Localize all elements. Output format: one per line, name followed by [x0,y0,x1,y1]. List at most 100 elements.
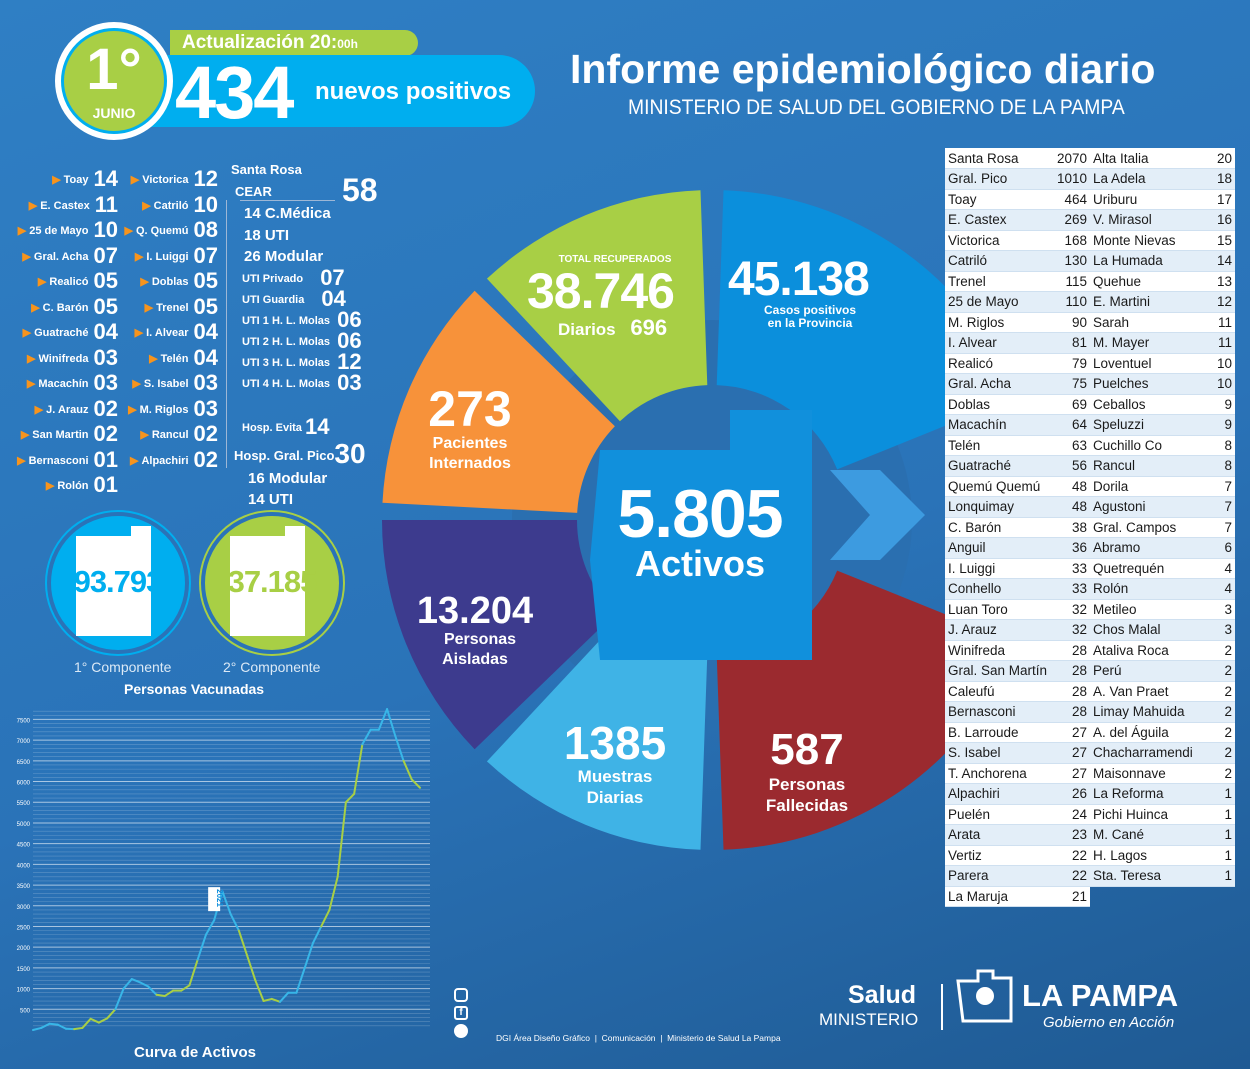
line-segment [139,981,150,988]
case-count: 4 [1210,558,1235,579]
case-count: 23 [1052,824,1090,846]
line-segment [311,925,323,945]
samples-segment [486,618,708,850]
table-row: S. Isabel 27 [945,742,1090,764]
place-name: Agustoni [1090,496,1211,518]
case-count: 3 [1210,599,1235,620]
table-row: Gral. San Martín 28 [945,660,1090,682]
place-name: I. Luiggi [945,558,1053,579]
case-count: 1 [1210,865,1235,887]
case-count: 15 [1210,230,1235,251]
table-row: Abramo 6 [1090,537,1235,559]
table-row: M. Mayer 11 [1090,332,1235,354]
table-row: Agustoni 7 [1090,496,1235,518]
case-count: 2 [1210,701,1235,723]
annotation-box [208,887,221,912]
cear-total: 58 [342,172,378,208]
case-count: 32 [1052,619,1090,641]
gobierno-logo: Gobierno en Acción [1043,1014,1175,1031]
place-name: Puelches [1090,373,1211,395]
district-item: ▶ Doblas 05 [140,268,218,293]
arrow-icon: ▶ [149,352,158,365]
district-item: ▶ S. Isabel 03 [132,370,218,395]
place-name: Loventuel [1090,353,1211,374]
line-segment [56,1023,67,1030]
hosp-pico: Hosp. Gral. Pico30 [234,438,366,469]
place-name: M. Cané [1090,824,1211,846]
table-row: Monte Nievas 15 [1090,230,1235,251]
table-row: M. Riglos 90 [945,312,1090,333]
place-name: La Reforma [1090,783,1211,805]
vaccine-second-label: 2° Componente [223,659,321,675]
table-row: Metileo 3 [1090,599,1235,620]
twitter-icon[interactable] [454,1024,468,1038]
district-item: ▶ I. Alvear 04 [134,319,218,344]
district-item: ▶ San Martin 02 [20,421,118,446]
cases-table-right: Alta Italia 20 La Adela 18 Uriburu 17 V. Miras… [1090,148,1235,887]
arrow-icon: ▶ [124,225,133,237]
cear-items: 14 C.Médica 18 UTI 26 Modular [244,203,331,268]
table-row: Quehue 13 [1090,271,1235,292]
table-row: Rolón 4 [1090,578,1235,600]
arrow-icon: ▶ [130,174,140,186]
district-item: ▶ Rolón 01 [45,472,118,497]
arrow-icon: ▶ [37,276,47,288]
place-name: La Adela [1090,168,1211,190]
place-name: Trenel [945,271,1053,292]
page-title: Informe epidemiológico diario [570,46,1156,92]
place-name: Realicó [945,353,1053,374]
case-count: 28 [1052,681,1090,702]
case-count: 14 [1210,250,1235,272]
place-name: Telén [945,435,1053,456]
district-item: ▶ Rancul 02 [140,421,218,446]
line-segment [303,942,314,969]
place-name: Santa Rosa [945,148,1053,169]
case-count: 81 [1052,332,1090,354]
new-cases-count: 434 [175,51,294,134]
arrow-icon: ▶ [140,276,149,288]
case-count: 2 [1210,660,1235,682]
recovered-segment [486,190,708,422]
arrow-icon: ▶ [134,250,144,263]
table-row: Puelches 10 [1090,373,1235,395]
new-cases-label: nuevos positivos [315,78,512,105]
recovered-label: TOTAL RECUPERADOS [558,254,672,265]
line-segment [394,734,405,762]
district-item: ▶ 25 de Mayo 10 [17,217,118,242]
instagram-icon[interactable] [454,988,468,1002]
case-count: 28 [1052,701,1090,723]
isolated-segment [382,520,615,750]
uti-item: UTI Privado 07 [242,265,345,290]
case-count: 10 [1210,373,1235,395]
case-count: 7 [1210,476,1235,497]
update-pill [170,30,418,56]
case-count: 8 [1210,455,1235,477]
table-row: Puelén 24 [945,804,1090,825]
line-segment [163,989,174,998]
district-item: ▶ Alpachiri 02 [129,446,218,472]
y-tick-label: 7500 [17,718,31,724]
case-count: 2070 [1052,148,1090,169]
case-count: 115 [1052,271,1090,292]
arrow-icon: ▶ [27,352,36,365]
case-count: 3 [1210,619,1235,641]
table-row: Gral. Pico 1010 [945,168,1090,190]
table-row: Caleufú 28 [945,681,1090,702]
place-name: M. Riglos [945,312,1053,333]
district-item: ▶ Macachín 03 [26,370,118,395]
place-name: Winifreda [945,640,1053,661]
cear-label: CEAR [235,184,272,199]
table-row: Telén 63 [945,435,1090,456]
line-segment [402,759,413,781]
place-name: Caleufú [945,681,1053,702]
arrow-icon: ▶ [31,301,40,314]
place-name: J. Arauz [945,619,1053,641]
cear-item: 18 UTI [244,226,290,244]
table-row: Uriburu 17 [1090,189,1235,210]
line-segment [386,708,397,737]
place-name: Vertiz [945,845,1053,866]
case-count: 36 [1052,537,1090,559]
table-row: Toay 464 [945,189,1090,210]
facebook-icon[interactable]: f [454,1006,468,1020]
case-count: 12 [1210,291,1235,313]
